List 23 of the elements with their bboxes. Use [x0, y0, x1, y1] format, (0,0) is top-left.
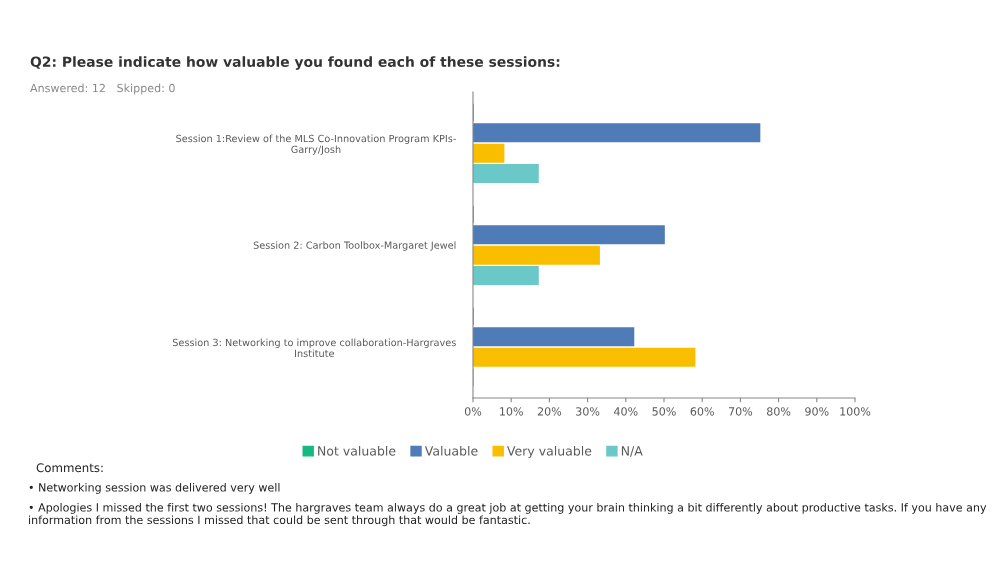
x-tick-label: 100% — [840, 407, 871, 416]
text: • Apologies I missed the first two sessions! The hargraves team always do a great job at getting your brain thinking a bit differently about productive tasks. If you have any information from the sessions I missed that could be sent through that would be fantastic. — [29, 503, 987, 527]
text: Comments: — [36, 463, 103, 473]
x-tick-label: 10% — [500, 407, 523, 416]
text: • Networking session was delivered very well — [29, 483, 280, 494]
legend-label: Very valuable — [507, 445, 592, 459]
x-tick-label: 60% — [690, 407, 714, 416]
legend-label: N/A — [621, 446, 643, 457]
text: Q2: Please indicate how valuable you found each of these sessions: — [30, 56, 560, 70]
x-tick-label: 20% — [537, 407, 562, 416]
x-tick-label: 40% — [614, 407, 638, 416]
x-tick-label: 80% — [767, 407, 791, 416]
legend-label: Valuable — [424, 445, 478, 456]
legend-label: Not valuable — [318, 445, 396, 456]
y-tick-label: Session 3: Networking to improve collaboration-Hargraves Institute — [172, 338, 456, 358]
x-tick-label: 0% — [464, 407, 482, 416]
y-tick-label: Session 2: Carbon Toolbox-Margaret Jewel — [253, 241, 456, 251]
x-tick-label: 50% — [652, 407, 676, 416]
x-tick-label: 70% — [728, 407, 753, 416]
y-tick-label: Session 1:Review of the MLS Co-Innovation Program KPIs- Garry/Josh — [176, 134, 456, 155]
text: Answered: 12 Skipped: 0 — [30, 83, 175, 95]
x-tick-label: 30% — [576, 407, 600, 416]
x-tick-label: 90% — [805, 407, 829, 416]
